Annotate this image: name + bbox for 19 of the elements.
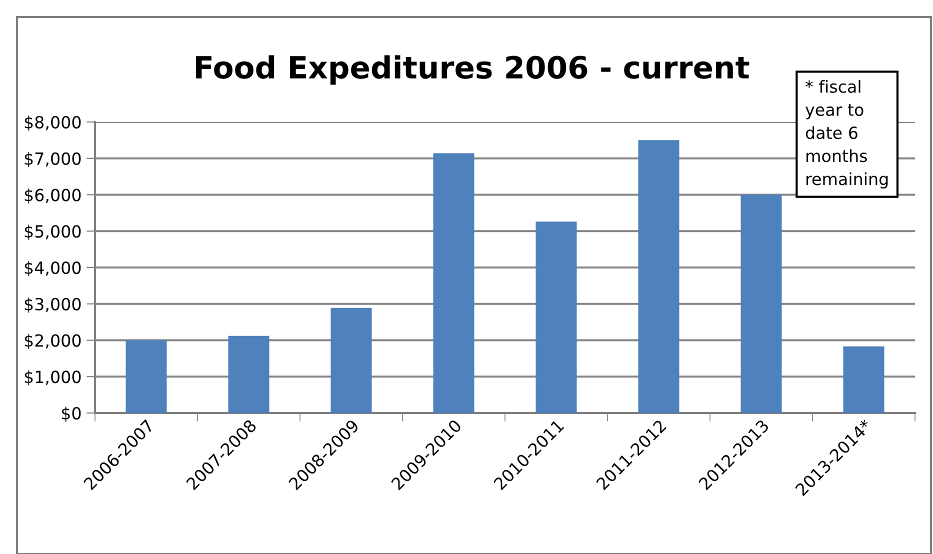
chart-title: Food Expeditures 2006 - current (196, 55, 750, 85)
bar (433, 153, 474, 413)
y-tick-label: $3,000 (24, 298, 81, 313)
y-tick-label: $7,000 (24, 152, 81, 168)
y-tick-label: $5,000 (24, 224, 81, 240)
y-tick-label: $8,000 (24, 116, 81, 131)
bar (843, 346, 884, 413)
bar (536, 222, 577, 413)
bar (638, 140, 680, 413)
y-tick-label: $1,000 (24, 370, 81, 386)
y-tick-label: $2,000 (24, 334, 81, 350)
bar (228, 336, 270, 413)
y-tick-label: $4,000 (24, 261, 81, 276)
y-tick-label: $6,000 (24, 188, 81, 204)
bar (740, 194, 782, 413)
annotation: * fiscal year to date 6 months remaining (805, 80, 888, 189)
bar (126, 340, 167, 413)
y-tick-label: $0 (62, 406, 81, 422)
bar (330, 308, 372, 413)
